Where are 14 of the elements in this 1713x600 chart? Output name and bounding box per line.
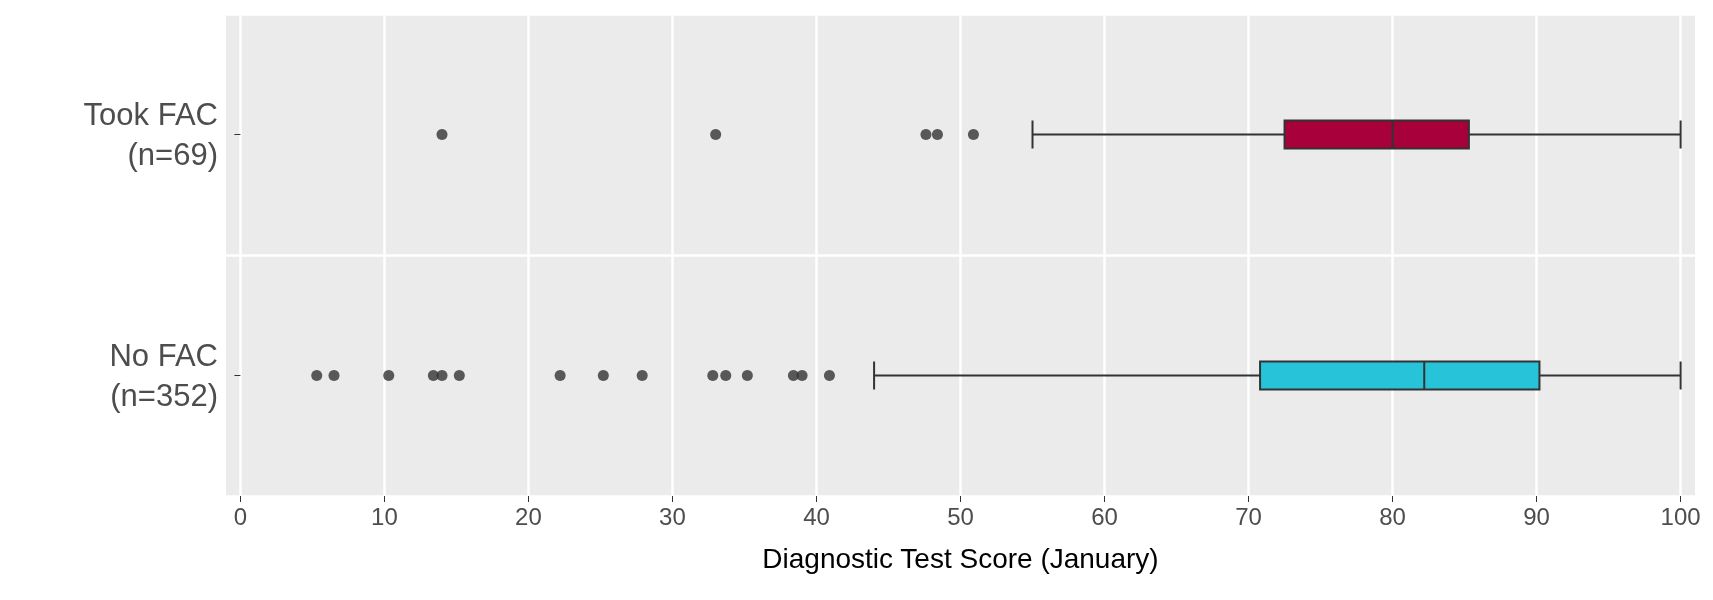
x-tick-label: 30 [659,502,686,530]
y-tick-label: Took FAC (n=69) [83,97,218,172]
x-tick-label: 10 [371,502,398,530]
x-tick-label: 70 [1235,502,1262,530]
x-tick-label: 80 [1379,502,1406,530]
x-tick-label: 60 [1091,502,1118,530]
x-axis-title: Diagnostic Test Score (January) [762,542,1159,574]
x-tick-label: 40 [803,502,830,530]
y-tick-label: No FAC (n=352) [109,338,218,413]
x-tick-label: 90 [1523,502,1550,530]
x-tick-label: 100 [1660,502,1701,530]
x-tick-label: 50 [947,502,974,530]
x-tick-label: 20 [515,502,542,530]
x-tick-label: 0 [233,502,248,530]
